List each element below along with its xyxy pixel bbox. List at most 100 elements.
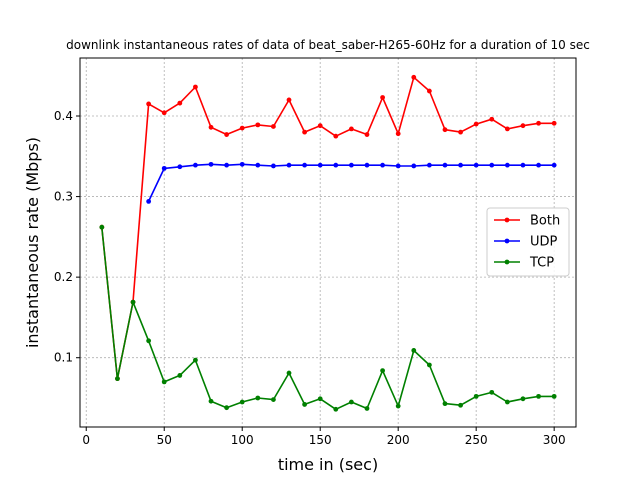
- data-point-both: [364, 132, 370, 137]
- data-point-both: [177, 100, 183, 106]
- data-point-udp: [348, 162, 354, 168]
- data-point-udp: [395, 163, 401, 169]
- data-point-udp: [333, 162, 339, 168]
- data-point-tcp: [271, 397, 276, 403]
- legend-label-both: Both: [530, 214, 560, 229]
- grid-lines: [80, 58, 576, 427]
- data-point-both: [504, 126, 510, 132]
- data-point-both: [317, 123, 323, 129]
- data-point-tcp: [395, 403, 401, 409]
- data-point-tcp: [286, 370, 292, 376]
- data-point-both: [458, 129, 463, 135]
- x-tick-label: 150: [309, 433, 332, 447]
- data-point-tcp: [193, 357, 198, 363]
- chart-title: downlink instantaneous rates of data of …: [66, 38, 590, 52]
- plot-frame: [79, 57, 577, 428]
- data-point-tcp: [520, 396, 526, 402]
- data-point-both: [551, 120, 557, 126]
- data-point-tcp: [348, 399, 354, 405]
- data-point-tcp: [380, 368, 385, 374]
- data-point-both: [348, 126, 354, 132]
- data-point-both: [224, 132, 230, 137]
- data-point-udp: [504, 162, 510, 168]
- y-tick-label: 0.4: [54, 109, 73, 123]
- data-point-udp: [193, 162, 198, 168]
- x-tick-label: 250: [465, 433, 488, 447]
- data-point-both: [302, 129, 308, 135]
- data-point-tcp: [473, 393, 479, 399]
- data-point-tcp: [504, 399, 510, 405]
- data-point-udp: [208, 161, 214, 167]
- data-point-udp: [380, 162, 385, 168]
- data-point-udp: [411, 163, 417, 169]
- x-tick-label: 200: [387, 433, 410, 447]
- data-point-both: [286, 97, 292, 103]
- data-point-tcp: [115, 376, 120, 382]
- data-point-udp: [286, 162, 292, 168]
- data-point-tcp: [536, 393, 541, 399]
- series-line-both: [101, 76, 555, 380]
- data-point-udp: [458, 162, 463, 168]
- data-point-udp: [255, 162, 261, 168]
- data-point-tcp: [224, 405, 230, 411]
- data-point-tcp: [411, 348, 417, 353]
- axes: 0 50 100 150 200 250 300 0.1 0.2 0.3 0.4: [54, 109, 566, 447]
- data-point-tcp: [130, 299, 136, 305]
- legend: Both UDP TCP: [486, 207, 570, 277]
- data-point-udp: [520, 162, 526, 168]
- data-point-udp: [426, 162, 432, 168]
- data-point-tcp: [364, 406, 370, 411]
- data-point-udp: [364, 162, 370, 168]
- data-point-tcp: [177, 373, 183, 378]
- y-tick-label: 0.3: [54, 190, 73, 204]
- data-point-tcp: [99, 224, 105, 230]
- data-point-both: [536, 120, 541, 126]
- data-point-udp: [224, 162, 230, 168]
- y-axis-label: instantaneous rate (Mbps): [23, 137, 42, 348]
- data-point-udp: [146, 199, 152, 204]
- legend-label-udp: UDP: [530, 235, 558, 250]
- data-point-udp: [239, 161, 245, 167]
- data-point-both: [489, 116, 495, 122]
- x-tick-label: 50: [157, 433, 172, 447]
- data-point-udp: [473, 162, 479, 168]
- data-point-both: [520, 123, 526, 129]
- data-point-udp: [489, 162, 495, 168]
- y-tick-label: 0.1: [54, 351, 73, 365]
- data-point-both: [161, 110, 167, 116]
- data-point-both: [208, 124, 214, 130]
- data-series: [99, 74, 557, 412]
- x-axis-label: time in (sec): [278, 455, 378, 474]
- legend-box: [486, 207, 570, 277]
- y-tick-label: 0.2: [54, 270, 73, 284]
- data-point-both: [442, 127, 448, 133]
- data-point-tcp: [208, 398, 214, 404]
- data-point-udp: [442, 162, 448, 168]
- data-point-tcp: [458, 402, 463, 408]
- legend-marker-both: [504, 217, 510, 223]
- data-point-both: [380, 95, 385, 100]
- legend-label-tcp: TCP: [529, 256, 554, 271]
- data-point-both: [473, 121, 479, 127]
- data-point-tcp: [333, 406, 339, 412]
- data-point-tcp: [161, 379, 167, 385]
- data-point-tcp: [489, 389, 495, 395]
- data-point-both: [333, 133, 339, 139]
- data-point-udp: [551, 162, 557, 168]
- data-point-tcp: [551, 393, 557, 399]
- legend-marker-tcp: [504, 259, 510, 265]
- data-point-udp: [161, 165, 167, 171]
- data-point-both: [193, 84, 198, 90]
- data-point-both: [411, 74, 417, 80]
- x-tick-label: 300: [543, 433, 566, 447]
- data-point-udp: [536, 162, 541, 168]
- data-point-udp: [177, 164, 183, 170]
- data-point-tcp: [317, 396, 323, 402]
- x-tick-label: 0: [82, 433, 90, 447]
- data-point-tcp: [442, 401, 448, 407]
- data-point-tcp: [146, 338, 152, 344]
- data-point-tcp: [255, 395, 261, 401]
- legend-marker-udp: [504, 238, 510, 244]
